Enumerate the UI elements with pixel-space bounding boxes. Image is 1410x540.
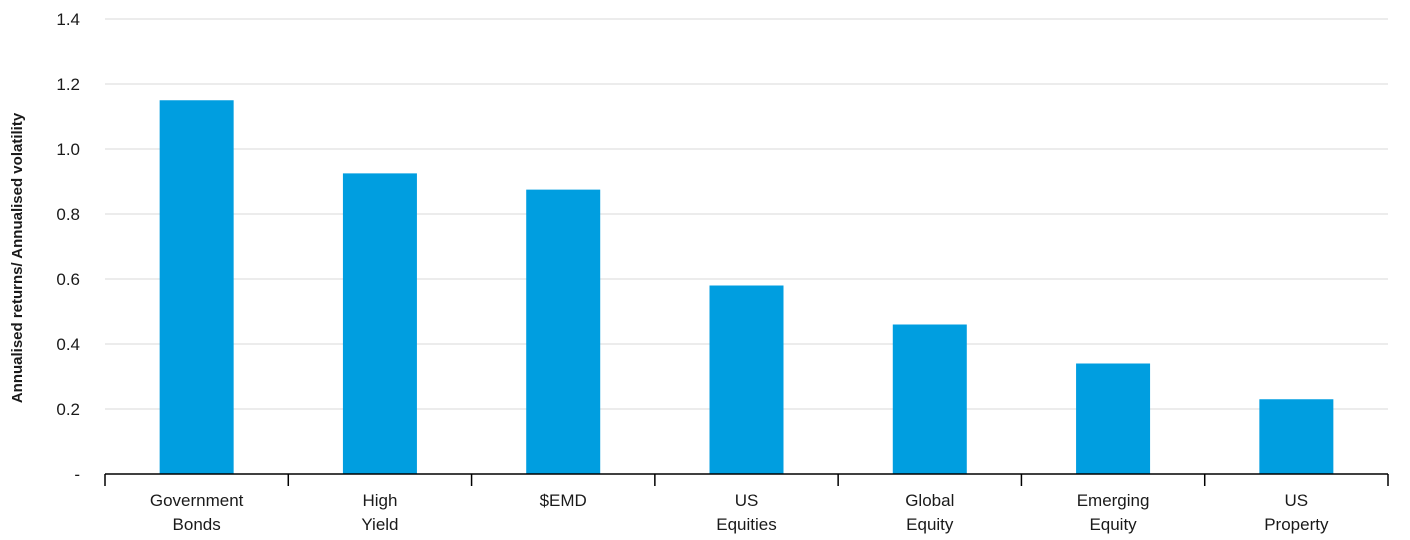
category-label: $EMD	[540, 491, 587, 510]
category-label: US	[735, 491, 759, 510]
bar	[709, 285, 784, 474]
category-label: US	[1285, 491, 1309, 510]
category-label: High	[362, 491, 397, 510]
y-tick-label: 0.4	[56, 335, 80, 354]
bars	[159, 100, 1334, 474]
bar	[1259, 399, 1334, 474]
y-tick-label: 1.2	[56, 75, 80, 94]
category-label: Yield	[361, 515, 398, 534]
category-label: Government	[150, 491, 244, 510]
y-tick-label: 1.0	[56, 140, 80, 159]
category-label: Equities	[716, 515, 776, 534]
bar	[1076, 363, 1151, 474]
y-axis-ticks: - 0.2 0.4 0.6 0.8 1.0 1.2 1.4	[56, 10, 80, 484]
x-axis-categories: Government Bonds High Yield $EMD US Equities Gl…	[150, 491, 1329, 534]
y-axis-label: Annualised returns/ Annualised volatilit…	[9, 112, 26, 403]
y-tick-label: 0.6	[56, 270, 80, 289]
category-label: Global	[905, 491, 954, 510]
category-label: Emerging	[1077, 491, 1150, 510]
category-label: Equity	[906, 515, 954, 534]
gridlines	[105, 18, 1388, 410]
y-tick-label: 0.8	[56, 205, 80, 224]
y-tick-label: -	[74, 465, 80, 484]
category-label: Equity	[1089, 515, 1137, 534]
category-label: Bonds	[173, 515, 221, 534]
bar	[892, 324, 967, 474]
y-tick-label: 1.4	[56, 10, 80, 29]
bar	[342, 173, 417, 474]
category-label: Property	[1264, 515, 1329, 534]
bar	[526, 189, 601, 474]
x-axis	[104, 473, 1389, 486]
y-tick-label: 0.2	[56, 400, 80, 419]
bar	[159, 100, 234, 474]
